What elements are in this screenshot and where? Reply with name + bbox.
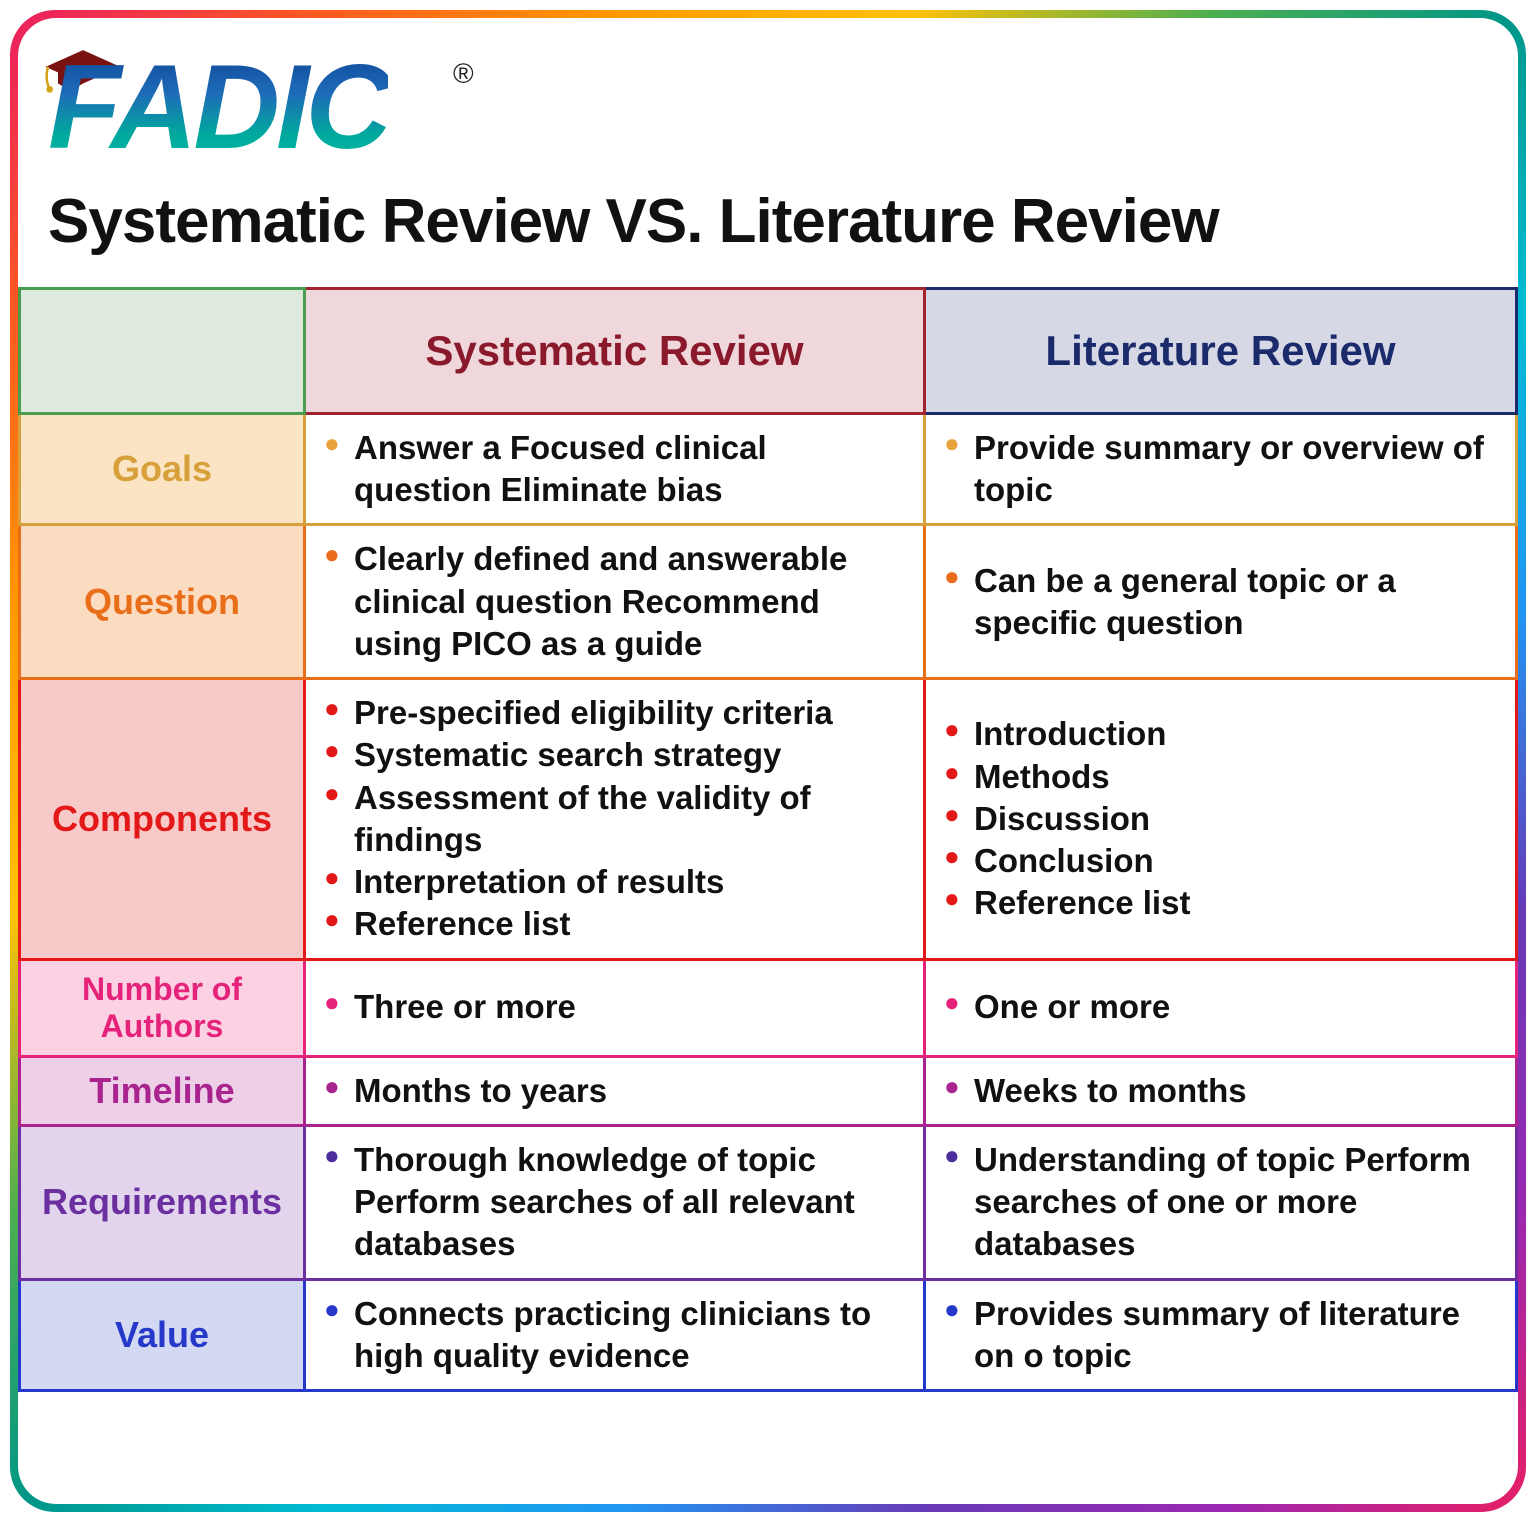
table-row: RequirementsThorough knowledge of topic … — [20, 1125, 1517, 1279]
brand-logo-text: FADIC — [48, 38, 388, 176]
header-systematic: Systematic Review — [305, 289, 925, 414]
bullet-item: Can be a general topic or a specific que… — [944, 560, 1497, 644]
bullet-item: Methods — [944, 756, 1497, 798]
cell-components-sr: Pre-specified eligibility criteriaSystem… — [305, 679, 925, 959]
table-row: ValueConnects practicing clinicians to h… — [20, 1279, 1517, 1390]
header-literature: Literature Review — [925, 289, 1517, 414]
cell-question-sr: Clearly defined and answerable clinical … — [305, 525, 925, 679]
header-empty — [20, 289, 305, 414]
cell-goals-sr: Answer a Focused clinical question Elimi… — [305, 414, 925, 525]
cell-components-lr: IntroductionMethodsDiscussionConclusionR… — [925, 679, 1517, 959]
registered-mark: ® — [453, 58, 474, 90]
bullet-item: Weeks to months — [944, 1070, 1497, 1112]
content-card: FADIC ® Systematic Review VS. Literature… — [18, 18, 1518, 1504]
bullet-list: Provide summary or overview of topic — [944, 427, 1497, 511]
bullet-item: Assessment of the validity of findings — [324, 777, 905, 861]
bullet-list: Provides summary of literature on o topi… — [944, 1293, 1497, 1377]
bullet-list: Answer a Focused clinical question Elimi… — [324, 427, 905, 511]
bullet-item: Pre-specified eligibility criteria — [324, 692, 905, 734]
bullet-item: Reference list — [324, 903, 905, 945]
cell-requirements-lr: Understanding of topic Perform searches … — [925, 1125, 1517, 1279]
bullet-list: Thorough knowledge of topic Perform sear… — [324, 1139, 905, 1266]
table-row: Number ofAuthors Three or more One or more — [20, 959, 1517, 1056]
cell-value-lr: Provides summary of literature on o topi… — [925, 1279, 1517, 1390]
cell-timeline-lr: Weeks to months — [925, 1056, 1517, 1125]
cell-authors-sr: Three or more — [305, 959, 925, 1056]
bullet-item: Introduction — [944, 713, 1497, 755]
bullet-item: Provide summary or overview of topic — [944, 427, 1497, 511]
bullet-list: Pre-specified eligibility criteriaSystem… — [324, 692, 905, 945]
bullet-item: One or more — [944, 986, 1497, 1028]
gradient-frame: FADIC ® Systematic Review VS. Literature… — [10, 10, 1526, 1512]
bullet-list: Connects practicing clinicians to high q… — [324, 1293, 905, 1377]
bullet-item: Discussion — [944, 798, 1497, 840]
cell-authors-lr: One or more — [925, 959, 1517, 1056]
bullet-item: Three or more — [324, 986, 905, 1028]
row-label-goals: Goals — [20, 414, 305, 525]
row-label-question: Question — [20, 525, 305, 679]
cell-requirements-sr: Thorough knowledge of topic Perform sear… — [305, 1125, 925, 1279]
comparison-table: Systematic Review Literature Review Goal… — [18, 287, 1518, 1392]
cell-goals-lr: Provide summary or overview of topic — [925, 414, 1517, 525]
bullet-item: Provides summary of literature on o topi… — [944, 1293, 1497, 1377]
bullet-list: Months to years — [324, 1070, 905, 1112]
bullet-item: Answer a Focused clinical question Elimi… — [324, 427, 905, 511]
table-row: Timeline Months to years Weeks to months — [20, 1056, 1517, 1125]
bullet-list: Clearly defined and answerable clinical … — [324, 538, 905, 665]
cell-timeline-sr: Months to years — [305, 1056, 925, 1125]
bullet-item: Reference list — [944, 882, 1497, 924]
bullet-list: IntroductionMethodsDiscussionConclusionR… — [944, 713, 1497, 924]
row-label-authors: Number ofAuthors — [20, 959, 305, 1056]
table-row: ComponentsPre-specified eligibility crit… — [20, 679, 1517, 959]
page-title: Systematic Review VS. Literature Review — [18, 178, 1518, 287]
logo-area: FADIC ® — [18, 38, 1518, 178]
row-label-requirements: Requirements — [20, 1125, 305, 1279]
bullet-item: Connects practicing clinicians to high q… — [324, 1293, 905, 1377]
bullet-item: Systematic search strategy — [324, 734, 905, 776]
bullet-list: One or more — [944, 986, 1497, 1028]
bullet-list: Understanding of topic Perform searches … — [944, 1139, 1497, 1266]
bullet-list: Weeks to months — [944, 1070, 1497, 1112]
bullet-item: Understanding of topic Perform searches … — [944, 1139, 1497, 1266]
bullet-item: Clearly defined and answerable clinical … — [324, 538, 905, 665]
bullet-item: Months to years — [324, 1070, 905, 1112]
bullet-item: Thorough knowledge of topic Perform sear… — [324, 1139, 905, 1266]
table-row: QuestionClearly defined and answerable c… — [20, 525, 1517, 679]
cell-question-lr: Can be a general topic or a specific que… — [925, 525, 1517, 679]
bullet-list: Three or more — [324, 986, 905, 1028]
bullet-item: Conclusion — [944, 840, 1497, 882]
table-row: GoalsAnswer a Focused clinical question … — [20, 414, 1517, 525]
bullet-item: Interpretation of results — [324, 861, 905, 903]
cell-value-sr: Connects practicing clinicians to high q… — [305, 1279, 925, 1390]
row-label-timeline: Timeline — [20, 1056, 305, 1125]
row-label-value: Value — [20, 1279, 305, 1390]
bullet-list: Can be a general topic or a specific que… — [944, 560, 1497, 644]
table-header-row: Systematic Review Literature Review — [20, 289, 1517, 414]
row-label-components: Components — [20, 679, 305, 959]
